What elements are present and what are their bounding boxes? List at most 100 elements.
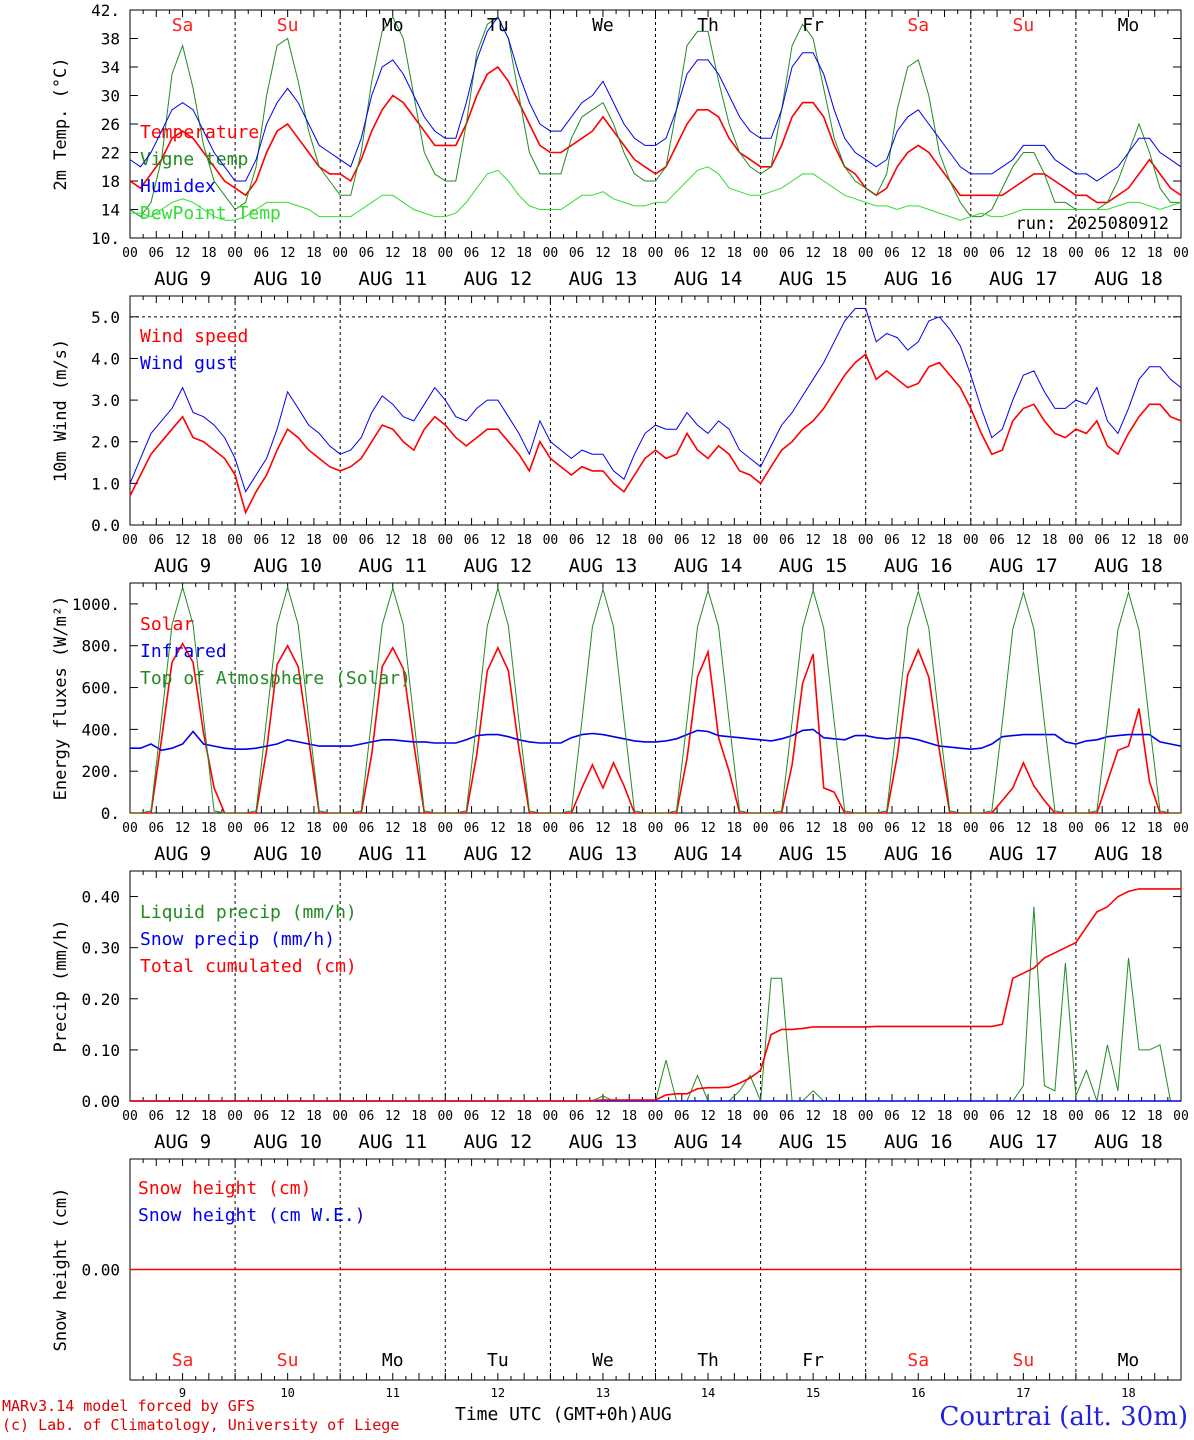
date-label: AUG 17: [989, 843, 1058, 865]
series-line-dewpoint-temp: [130, 166, 1182, 221]
y-tick-label: 14: [101, 201, 120, 220]
hour-label: 00: [227, 246, 243, 261]
date-label: AUG 9: [154, 843, 211, 865]
hour-label: 12: [175, 246, 191, 261]
hour-label: 00: [332, 246, 348, 261]
hour-label: 12: [910, 246, 926, 261]
hour-label: 06: [1094, 821, 1110, 836]
date-label: AUG 17: [989, 1131, 1058, 1153]
hour-label: 06: [884, 821, 900, 836]
hour-label: 00: [858, 821, 874, 836]
hour-label: 06: [1094, 246, 1110, 261]
hour-label: 00: [963, 1109, 979, 1124]
hour-label: 18: [726, 533, 742, 548]
hour-label: 06: [779, 533, 795, 548]
hour-label: 18: [516, 1109, 532, 1124]
time-axis-label: Time UTC (GMT+0h)AUG: [455, 1404, 672, 1425]
date-label: AUG 10: [253, 555, 322, 577]
hour-label: 12: [490, 246, 506, 261]
hour-label: 06: [359, 246, 375, 261]
y-tick-label: 22: [101, 144, 120, 163]
y-axis-label: 10m Wind (m/s): [51, 339, 71, 482]
date-label: AUG 16: [884, 555, 953, 577]
run-annotation: run: 2025080912: [1015, 214, 1169, 234]
date-label: AUG 14: [674, 268, 743, 290]
hour-label: 06: [148, 1109, 164, 1124]
hour-label: 06: [884, 533, 900, 548]
hour-label: 18: [306, 821, 322, 836]
weekday-label: Su: [1013, 15, 1035, 36]
hour-label: 06: [359, 1109, 375, 1124]
hour-label: 12: [805, 246, 821, 261]
legend-entry: Top of Atmosphere (Solar): [140, 668, 411, 689]
y-axis-label: Energy fluxes (W/m²): [51, 596, 71, 801]
date-label: AUG 14: [674, 843, 743, 865]
hour-label: 12: [490, 821, 506, 836]
hour-label: 00: [1173, 246, 1189, 261]
day-number: 9: [179, 1386, 186, 1400]
hour-label: 12: [490, 1109, 506, 1124]
hour-label: 06: [569, 1109, 585, 1124]
hour-label: 12: [385, 821, 401, 836]
hour-label: 18: [411, 533, 427, 548]
hour-label: 12: [385, 246, 401, 261]
date-label: AUG 18: [1094, 1131, 1163, 1153]
hour-label: 18: [516, 533, 532, 548]
y-tick-label: 0.20: [81, 990, 120, 1009]
date-label: AUG 15: [779, 1131, 848, 1153]
hour-label: 06: [148, 533, 164, 548]
hour-label: 06: [989, 246, 1005, 261]
hour-label: 00: [332, 533, 348, 548]
hour-label: 18: [306, 1109, 322, 1124]
weekday-label: Th: [697, 15, 719, 36]
hour-label: 12: [595, 533, 611, 548]
hour-label: 06: [989, 533, 1005, 548]
legend-entry: Temperature: [140, 122, 259, 143]
hour-label: 12: [175, 821, 191, 836]
hour-label: 00: [437, 1109, 453, 1124]
meteogram: 10. 14 18 22 26 30 34 38 42. 2m Temp. (°C) Tempera…: [51, 1, 1189, 1400]
hour-label: 12: [805, 821, 821, 836]
series-line-total-cumulated-cm-: [130, 888, 1181, 1102]
y-tick-label: 800.: [81, 637, 120, 656]
weekday-label: Fr: [802, 15, 824, 36]
hour-label: 00: [963, 821, 979, 836]
hour-label: 18: [411, 246, 427, 261]
date-label: AUG 11: [358, 1131, 427, 1153]
hour-label: 12: [385, 533, 401, 548]
hour-label: 12: [805, 533, 821, 548]
hour-label: 18: [621, 821, 637, 836]
hour-label: 06: [674, 533, 690, 548]
model-credit: MARv3.14 model forced by GFS (c) Lab. of…: [2, 1397, 399, 1435]
day-number: 12: [491, 1386, 505, 1400]
legend-entry: Infrared: [140, 641, 227, 662]
day-number: 16: [911, 1386, 925, 1400]
hour-label: 12: [700, 533, 716, 548]
date-label: AUG 17: [989, 268, 1058, 290]
series-line-vigne-temp: [129, 16, 1181, 218]
weekday-label: Su: [1013, 1350, 1035, 1371]
hour-label: 06: [989, 1109, 1005, 1124]
hour-label: 00: [543, 1109, 559, 1124]
hour-label: 18: [937, 533, 953, 548]
hour-label: 12: [385, 1109, 401, 1124]
hour-label: 00: [648, 821, 664, 836]
hour-label: 18: [1147, 246, 1163, 261]
hour-label: 00: [1068, 533, 1084, 548]
hour-label: 00: [1173, 821, 1189, 836]
hour-label: 00: [858, 533, 874, 548]
date-label: AUG 12: [464, 843, 533, 865]
date-label: AUG 11: [358, 555, 427, 577]
hour-label: 00: [1068, 821, 1084, 836]
hour-label: 18: [201, 533, 217, 548]
time-axis-text: Time UTC (GMT+0h): [455, 1404, 640, 1425]
date-label: AUG 9: [154, 268, 211, 290]
legend-entry: Liquid precip (mm/h): [140, 902, 357, 923]
date-label: AUG 12: [464, 555, 533, 577]
hour-label: 18: [516, 821, 532, 836]
y-tick-label: 0.0: [91, 516, 120, 535]
series-line-temperature: [129, 65, 1182, 204]
hour-label: 12: [595, 1109, 611, 1124]
y-tick-label: 0.00: [81, 1092, 120, 1111]
hour-label: 12: [1121, 533, 1137, 548]
